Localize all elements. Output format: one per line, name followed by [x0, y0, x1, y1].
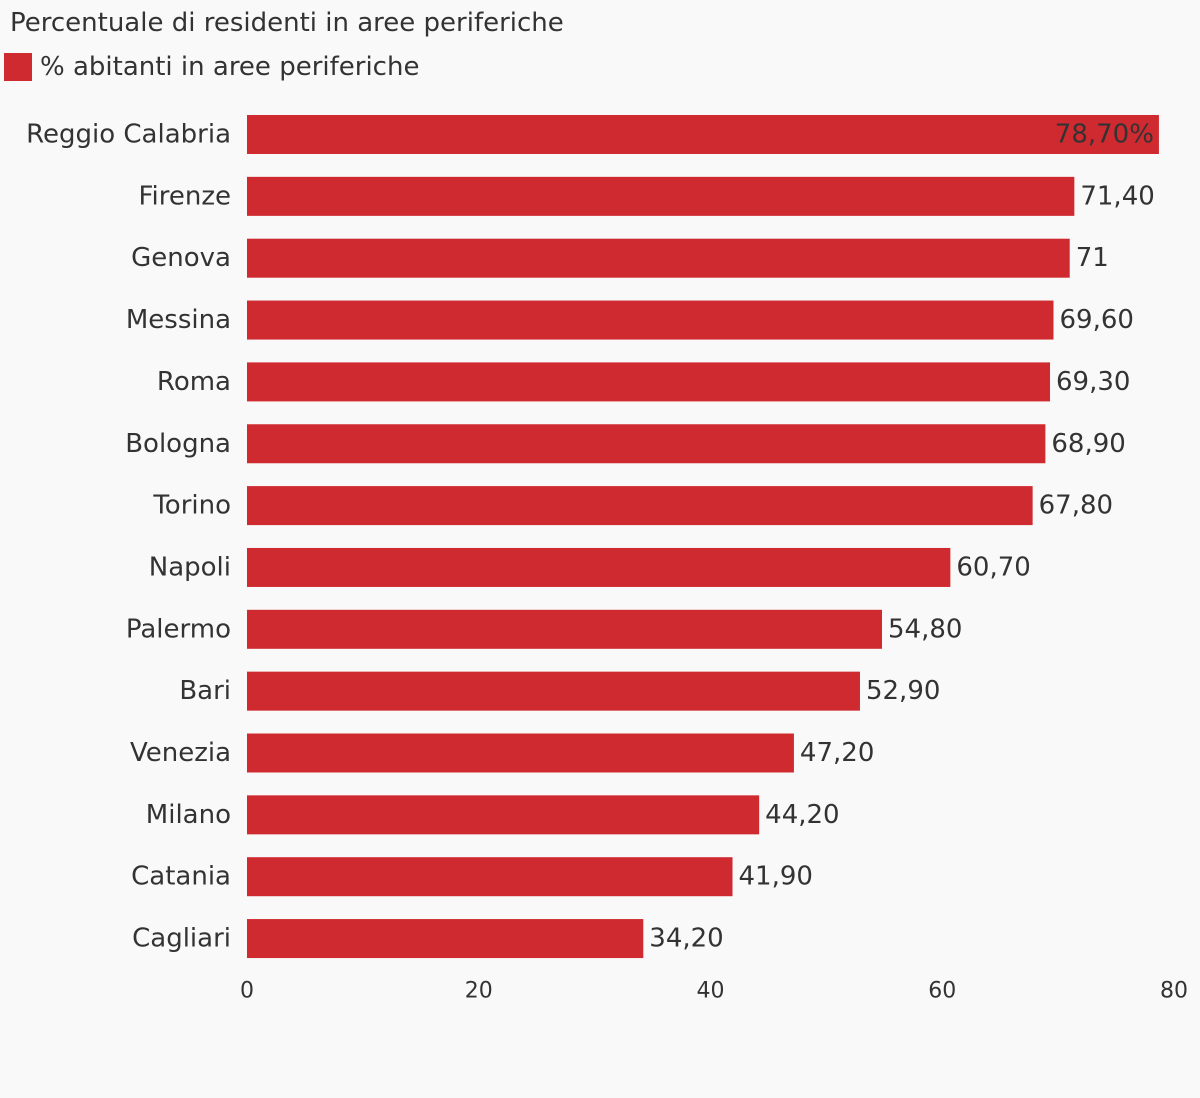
bar	[247, 671, 860, 711]
data-label: 71	[1076, 243, 1109, 273]
data-label: 78,70%	[1055, 120, 1154, 150]
legend: % abitanti in aree periferiche	[4, 52, 419, 82]
legend-swatch	[4, 53, 32, 81]
category-label: Bari	[179, 676, 231, 706]
bar	[247, 857, 733, 897]
category-label: Bologna	[125, 429, 231, 459]
bar	[247, 176, 1075, 216]
bar	[247, 919, 644, 959]
category-label: Reggio Calabria	[26, 120, 231, 150]
category-label: Palermo	[126, 614, 231, 644]
data-label: 67,80	[1039, 491, 1113, 521]
bar	[247, 547, 951, 587]
category-label: Catania	[131, 862, 231, 892]
bar	[247, 362, 1051, 402]
x-tick-label: 20	[465, 979, 493, 1004]
bar	[247, 795, 760, 835]
data-label: 69,60	[1059, 305, 1133, 335]
data-label: 52,90	[866, 676, 940, 706]
category-label: Messina	[126, 305, 231, 335]
category-label: Roma	[157, 367, 231, 397]
data-label: 47,20	[800, 738, 874, 768]
data-label: 41,90	[739, 862, 813, 892]
legend-label: % abitanti in aree periferiche	[40, 52, 420, 82]
data-label: 34,20	[649, 924, 723, 954]
x-tick-label: 0	[240, 979, 254, 1004]
category-label: Firenze	[138, 181, 231, 211]
data-label: 69,30	[1056, 367, 1130, 397]
chart-title: Percentuale di residenti in aree perifer…	[10, 8, 564, 38]
data-label: 44,20	[765, 800, 839, 830]
category-label: Milano	[146, 800, 231, 830]
data-label: 54,80	[888, 614, 962, 644]
data-label: 60,70	[956, 552, 1030, 582]
category-label: Torino	[152, 491, 231, 521]
x-tick-label: 40	[697, 979, 725, 1004]
data-label: 71,40	[1080, 181, 1154, 211]
bar	[247, 733, 794, 773]
category-label: Venezia	[130, 738, 231, 768]
category-label: Cagliari	[132, 924, 231, 954]
bar	[247, 424, 1046, 464]
bar	[247, 300, 1054, 340]
bar	[247, 609, 882, 649]
category-label: Napoli	[149, 552, 231, 582]
data-label: 68,90	[1051, 429, 1125, 459]
x-tick-label: 80	[1160, 979, 1188, 1004]
bar	[247, 115, 1159, 154]
category-label: Genova	[131, 243, 231, 273]
bar	[247, 486, 1033, 526]
bar	[247, 238, 1070, 278]
x-tick-label: 60	[928, 979, 956, 1004]
